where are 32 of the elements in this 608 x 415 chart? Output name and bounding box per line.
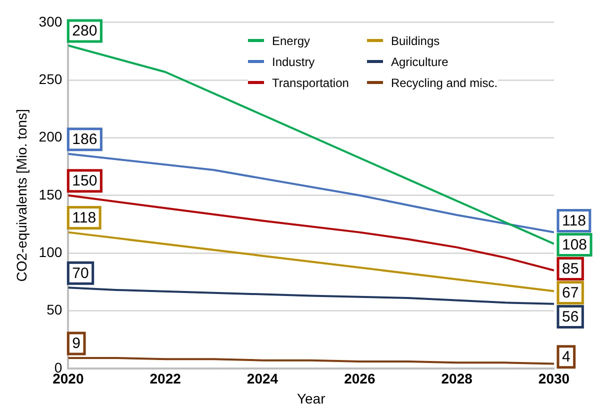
data-label: 118 (562, 212, 586, 230)
legend-label: Industry (272, 54, 315, 68)
data-label: 85 (562, 260, 579, 278)
y-tick-label: 150 (38, 186, 62, 202)
legend-label: Recycling and misc. (390, 76, 498, 90)
data-label: 186 (72, 131, 98, 148)
y-tick-label: 100 (38, 244, 62, 260)
y-tick-label: 0 (54, 359, 62, 376)
x-tick-label: 2026 (344, 370, 376, 387)
legend-label: Energy (272, 34, 310, 48)
data-label: 4 (562, 348, 570, 366)
data-label: 70 (72, 264, 89, 282)
legend-label: Buildings (390, 34, 440, 48)
x-axis-title: Year (296, 390, 326, 406)
legend-label: Transportation (272, 76, 349, 90)
y-tick-label: 300 (38, 13, 62, 30)
x-tick-label: 2028 (441, 370, 473, 387)
y-axis-title: CO2-equivalents [Mio. tons] (13, 109, 30, 282)
data-label: 9 (72, 335, 80, 352)
x-tick-label: 2022 (150, 370, 182, 387)
y-tick-label: 50 (46, 302, 62, 318)
data-label: 67 (562, 284, 579, 302)
data-label: 280 (72, 22, 98, 40)
y-tick-label: 250 (38, 70, 62, 87)
x-tick-label: 2024 (246, 370, 278, 387)
data-label: 108 (562, 236, 588, 254)
legend-label: Agriculture (390, 54, 448, 68)
x-tick-label: 2030 (538, 370, 570, 387)
data-label: 56 (562, 308, 579, 326)
data-label: 150 (72, 172, 98, 190)
y-tick-label: 200 (38, 128, 62, 145)
data-label: 118 (72, 209, 96, 226)
